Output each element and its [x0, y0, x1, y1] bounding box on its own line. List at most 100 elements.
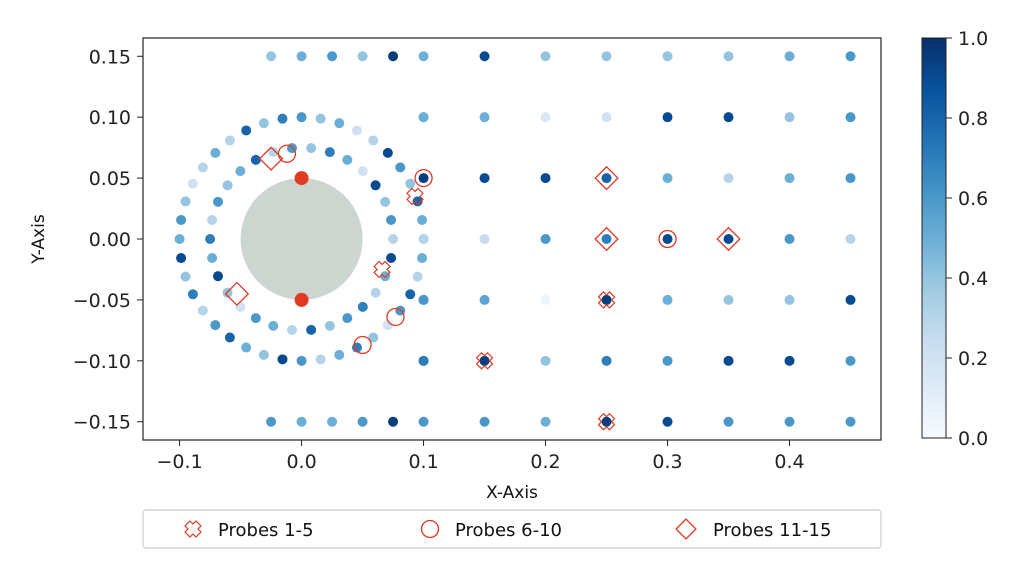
grid-point: [662, 294, 673, 305]
grid-point: [845, 234, 856, 244]
colorbar-tick-label: 0.8: [958, 108, 988, 130]
inner-ring-point: [222, 180, 233, 191]
grid-point: [662, 51, 673, 62]
grid-point: [784, 112, 795, 123]
inner-ring-point: [386, 215, 397, 226]
probe-x-marker: [475, 351, 494, 370]
outer-ring-point: [405, 178, 416, 189]
outer-ring-point: [258, 349, 269, 360]
inner-ring-point: [386, 252, 397, 263]
inner-ring-point: [342, 313, 353, 324]
inner-ring-point: [357, 301, 368, 312]
grid-point: [845, 294, 856, 305]
legend-entry-probes-6-10: Probes 6-10: [420, 519, 562, 541]
top-row-point: [357, 51, 368, 62]
inner-ring-point: [213, 271, 224, 282]
y-tick-label: 0.05: [89, 168, 131, 190]
legend-entry-probes-11-15: Probes 11-15: [675, 518, 831, 541]
probe-diamond-marker: [224, 281, 250, 307]
grid-point: [479, 173, 490, 184]
grid-point: [540, 51, 551, 62]
outer-ring-point: [296, 355, 307, 366]
plot-area: [142, 37, 882, 441]
inner-ring-point: [306, 143, 317, 154]
grid-point: [784, 294, 795, 305]
y-tick-label: −0.10: [73, 351, 131, 373]
probe-diamond-marker: [594, 165, 619, 191]
probe-circle-marker: [414, 168, 433, 188]
outer-ring-point: [197, 162, 208, 173]
probe-x-marker: [597, 291, 616, 309]
inner-ring-point: [357, 166, 368, 177]
outer-ring-point: [176, 214, 187, 225]
outer-ring-point: [174, 234, 185, 244]
grid-point: [662, 234, 673, 244]
outer-ring-point: [296, 112, 307, 123]
top-row-point: [327, 51, 338, 62]
outer-ring-point: [187, 289, 198, 300]
grid-point: [662, 173, 673, 184]
colorbar: 0.0 0.2 0.4 0.6 0.8 1.0: [921, 28, 988, 450]
grid-point: [662, 112, 673, 123]
colorbar-tick-label: 0.6: [958, 188, 988, 210]
probe-x-marker: [373, 260, 391, 279]
outer-ring-point: [180, 196, 191, 207]
outer-ring-point: [180, 271, 191, 282]
outer-ring-point: [187, 178, 198, 189]
probe-x-marker: [406, 187, 424, 206]
probe-diamond-marker: [258, 146, 284, 171]
outer-ring-point: [210, 147, 221, 158]
x-tick-label: 0.1: [408, 451, 438, 473]
grid-point: [845, 173, 856, 184]
probe-diamond-marker: [716, 226, 741, 252]
y-tick-label: −0.15: [73, 412, 131, 434]
grid-point: [540, 173, 551, 184]
probe-diamond-marker: [594, 226, 619, 252]
y-axis-title: Y-Axis: [29, 214, 49, 265]
top-row-point: [388, 51, 399, 62]
bottom-row-point: [266, 416, 277, 427]
grid-point: [784, 51, 795, 62]
grid-point: [601, 112, 612, 123]
grid-point: [601, 355, 612, 366]
red-point: [294, 171, 309, 186]
outer-ring-point: [241, 342, 252, 353]
y-tick-label: −0.05: [73, 290, 131, 312]
y-tick-label: 0.10: [89, 107, 131, 129]
outer-ring-point: [224, 135, 235, 146]
grid-point: [479, 51, 490, 62]
outer-ring-point: [315, 113, 326, 124]
colorbar-tick-label: 0.2: [958, 348, 988, 370]
colorbar-tick-label: 0.0: [958, 428, 988, 450]
grid-point: [723, 355, 734, 366]
grid-point: [723, 294, 734, 305]
outer-ring-point: [395, 162, 406, 173]
inner-ring-point: [388, 234, 399, 244]
outer-ring-point: [417, 253, 428, 264]
grid-point: [723, 234, 734, 244]
grid-point: [479, 416, 490, 427]
grid-point: [418, 416, 429, 427]
grid-point: [601, 234, 612, 244]
grid-point: [845, 112, 856, 123]
inner-ring-point: [370, 180, 381, 191]
column-point: [418, 294, 429, 305]
inner-ring-point: [324, 147, 335, 158]
inner-ring-point: [250, 313, 261, 324]
inner-ring-point: [207, 215, 218, 226]
x-axis: −0.1 0.0 0.1 0.2 0.3 0.4: [157, 440, 805, 473]
inner-ring-point: [370, 287, 381, 298]
outer-ring-point: [382, 320, 393, 331]
inner-ring-point: [268, 320, 279, 331]
x-tick-label: 0.3: [652, 451, 682, 473]
grid-point: [418, 173, 429, 184]
grid-point: [479, 112, 490, 123]
outer-ring-point: [351, 125, 362, 136]
grid-point: [540, 355, 551, 366]
probe-circle-marker: [386, 307, 405, 327]
inner-ring-point: [268, 147, 279, 158]
inner-ring-point: [205, 234, 216, 244]
column-point: [418, 355, 429, 366]
grid-point: [540, 416, 551, 427]
